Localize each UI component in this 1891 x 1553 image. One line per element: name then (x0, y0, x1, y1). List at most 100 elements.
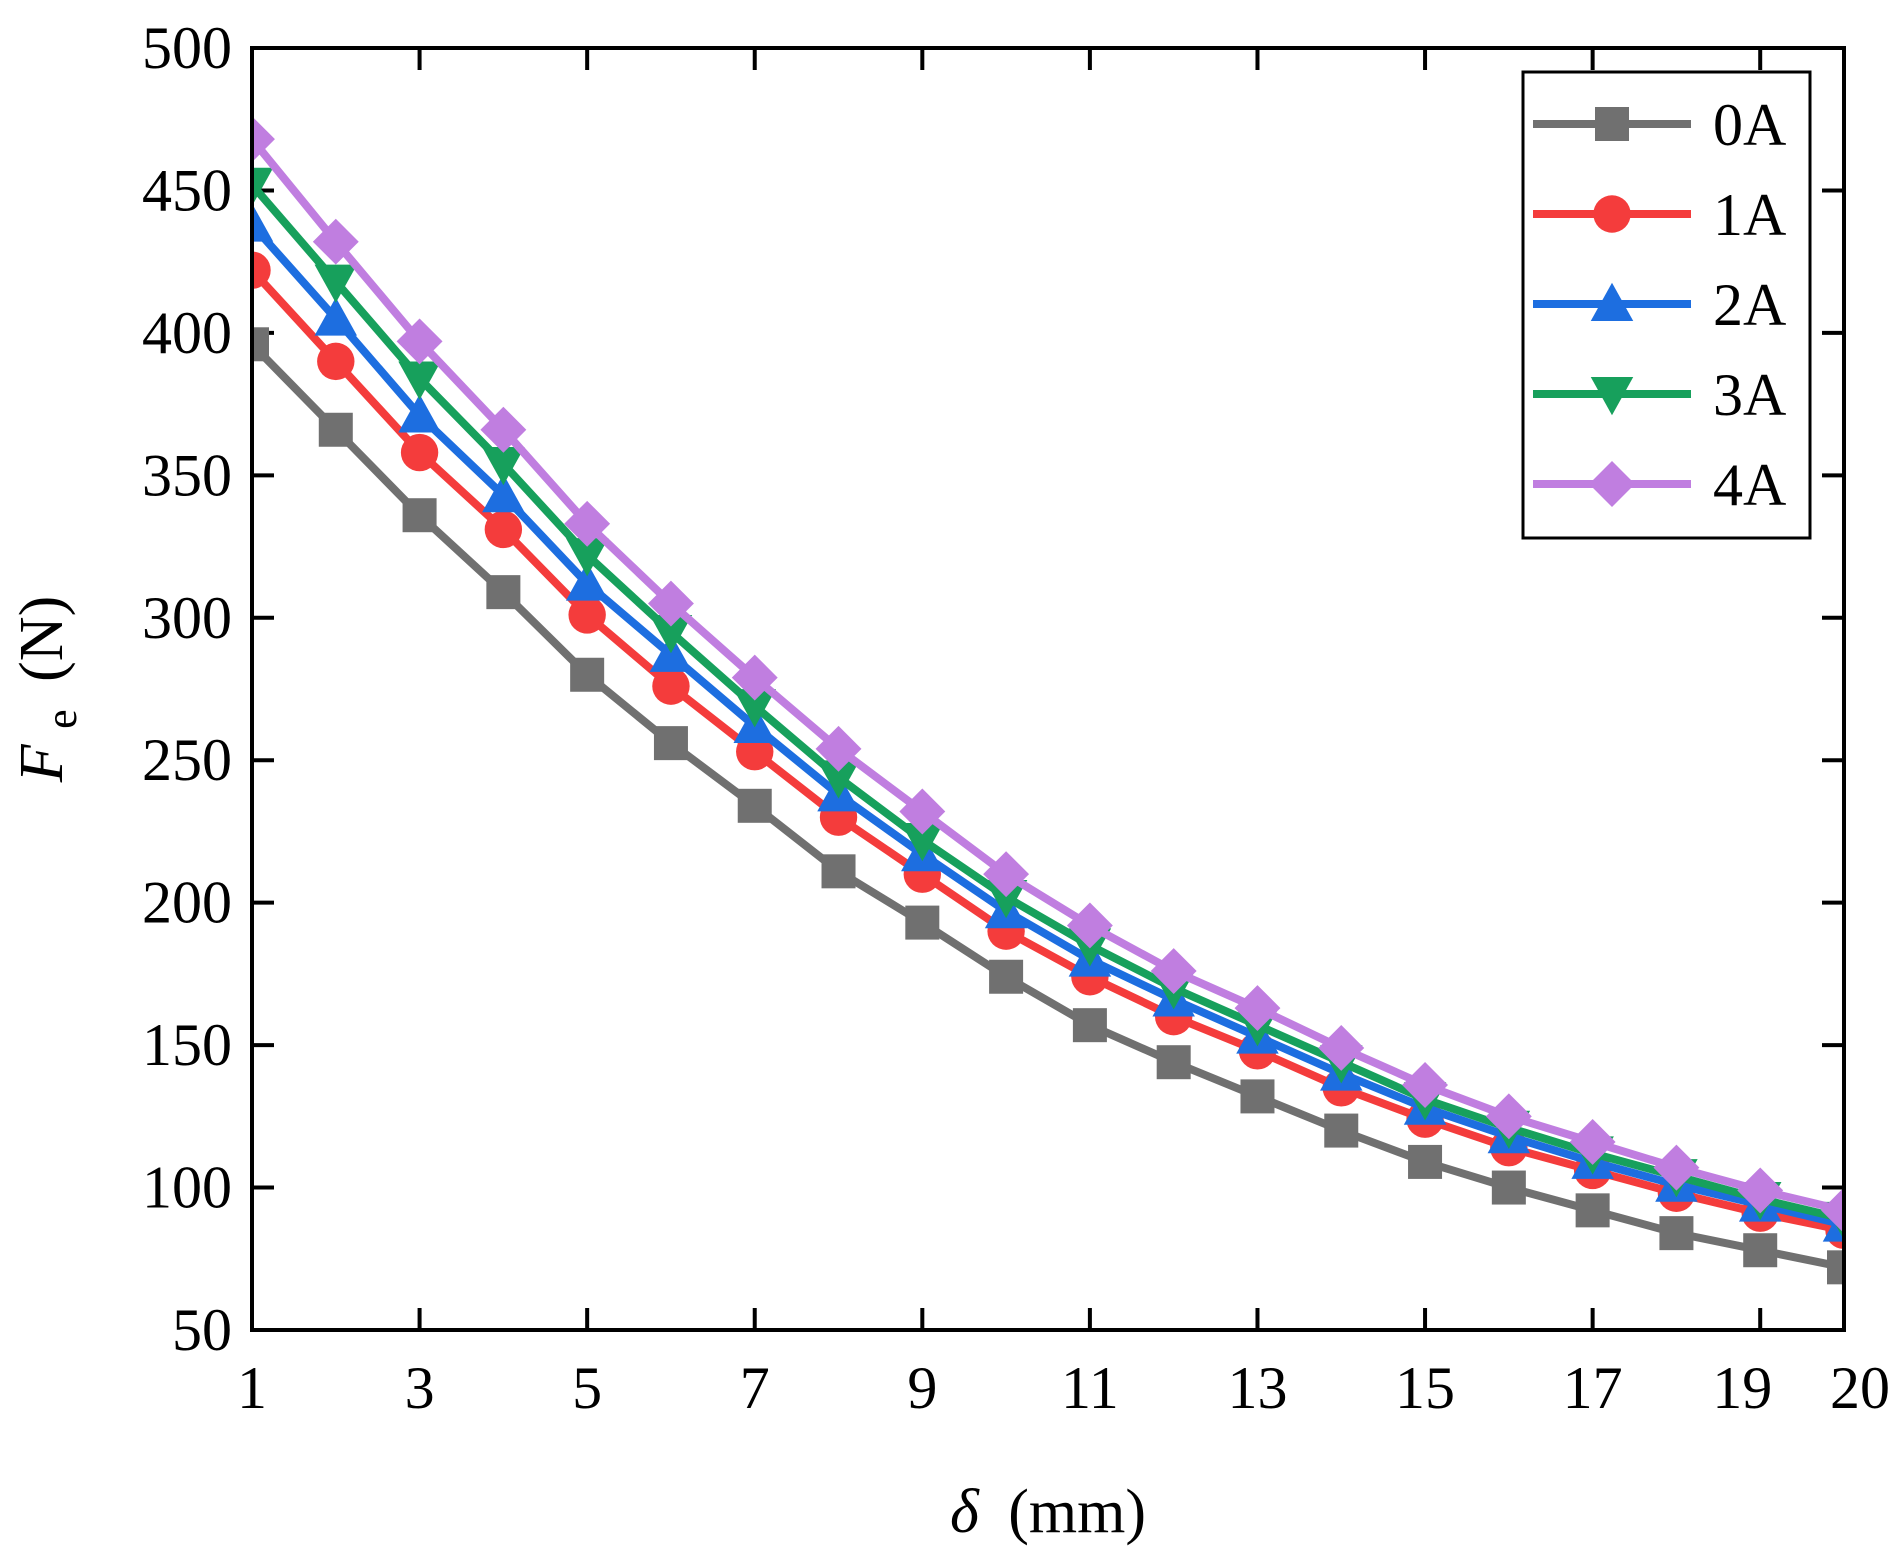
y-tick-label: 450 (142, 157, 232, 223)
y-tick-label: 250 (142, 727, 232, 793)
x-tick-label: 13 (1227, 1355, 1287, 1421)
series-0A (252, 327, 1844, 1285)
data-point-0A (1491, 1170, 1526, 1205)
legend-label: 1A (1713, 182, 1786, 248)
data-point-0A (989, 959, 1024, 994)
plot-frame (250, 46, 1846, 1332)
data-point-0A (905, 905, 940, 940)
y-axis-symbol: F (8, 743, 76, 783)
series-4A (252, 116, 1844, 1234)
y-axis-unit: (N) (8, 596, 76, 682)
data-point-3A (901, 822, 944, 862)
data-point-4A (1737, 1167, 1784, 1214)
data-point-0A (1743, 1233, 1778, 1268)
y-tick-label: 150 (142, 1012, 232, 1078)
data-point-4A (899, 788, 946, 835)
y-tick-label: 500 (142, 15, 232, 81)
data-point-0A (1324, 1113, 1359, 1148)
legend-item-3A: 3A (1533, 362, 1786, 428)
data-point-4A (1402, 1062, 1449, 1108)
y-axis-subscript: e (37, 709, 86, 729)
x-tick-label: 15 (1395, 1355, 1455, 1421)
data-point-4A (396, 318, 443, 365)
data-point-3A (314, 264, 358, 303)
x-tick-label: 1 (237, 1355, 267, 1421)
data-point-0A (402, 498, 437, 533)
data-point-0A (653, 726, 688, 761)
x-tick-label: 19 (1712, 1355, 1772, 1421)
x-tick-label: 20 (1830, 1355, 1890, 1421)
data-point-1A (252, 251, 271, 289)
y-axis-title: F e (N) (8, 596, 90, 783)
data-point-0A (486, 575, 521, 610)
x-tick-label: 17 (1563, 1355, 1623, 1421)
data-point-0A (1827, 1250, 1844, 1285)
data-point-3A (252, 167, 274, 206)
data-point-0A (1156, 1045, 1191, 1080)
data-point-4A (1066, 902, 1113, 949)
y-tick-label: 400 (142, 300, 232, 366)
data-point-3A (565, 538, 609, 577)
data-point-0A (570, 657, 605, 692)
x-tick-label: 5 (572, 1355, 602, 1421)
data-point-2A (482, 474, 525, 513)
data-point-3A (649, 615, 693, 654)
data-point-4A (312, 218, 359, 265)
data-point-3A (817, 760, 860, 799)
data-point-0A (1408, 1144, 1443, 1179)
data-point-3A (733, 689, 776, 728)
data-point-0A (1659, 1216, 1694, 1251)
data-point-0A (1072, 1008, 1107, 1043)
legend-marker-3A (1590, 377, 1634, 416)
data-point-2A (398, 394, 441, 433)
data-point-1A (484, 510, 523, 549)
legend-marker-2A (1590, 282, 1634, 321)
data-point-4A (647, 580, 694, 627)
data-point-0A (737, 788, 772, 823)
data-point-1A (400, 433, 439, 472)
data-point-1A (568, 596, 606, 634)
legend-label: 2A (1713, 272, 1786, 338)
data-point-1A (652, 667, 690, 705)
data-point-4A (1821, 1187, 1844, 1234)
data-point-0A (1575, 1193, 1610, 1228)
data-point-4A (1569, 1119, 1616, 1165)
data-point-4A (1485, 1093, 1532, 1140)
data-point-4A (731, 654, 778, 701)
data-point-4A (252, 116, 275, 163)
legend-item-0A: 0A (1533, 92, 1786, 158)
data-point-1A (317, 342, 355, 381)
x-axis-title: δ (mm) (950, 1478, 1146, 1546)
x-tick-label: 7 (740, 1355, 770, 1421)
data-point-4A (983, 851, 1030, 898)
x-tick-label: 9 (907, 1355, 937, 1421)
series-layer (252, 116, 1844, 1285)
legend-item-1A: 1A (1533, 182, 1786, 248)
data-point-4A (815, 725, 862, 772)
data-point-4A (564, 500, 611, 547)
y-tick-label: 350 (142, 442, 232, 508)
data-point-3A (482, 446, 525, 486)
data-point-0A (1240, 1079, 1275, 1114)
x-axis-symbol: δ (950, 1478, 980, 1546)
y-tick-label: 300 (142, 585, 232, 651)
legend: 0A 1A 2A 3A 4A (1521, 70, 1812, 540)
x-tick-labels: 1 3 5 7 9 11 13 15 17 19 20 (237, 1355, 1890, 1421)
data-point-4A (1234, 985, 1281, 1032)
data-point-3A (398, 361, 441, 400)
legend-marker-0A (1595, 107, 1629, 141)
legend-label: 4A (1713, 452, 1786, 518)
data-point-0A (821, 854, 856, 889)
data-point-3A (984, 879, 1028, 919)
legend-item-2A: 2A (1533, 272, 1786, 338)
data-point-2A (565, 562, 609, 601)
x-axis-unit: (mm) (1008, 1478, 1146, 1546)
data-point-0A (252, 327, 269, 362)
data-point-4A (1318, 1025, 1365, 1071)
y-tick-label: 100 (142, 1155, 232, 1221)
data-point-4A (1653, 1144, 1700, 1191)
x-tick-label: 3 (405, 1355, 435, 1421)
legend-marker-1A (1593, 195, 1631, 233)
y-tick-label: 200 (142, 870, 232, 936)
